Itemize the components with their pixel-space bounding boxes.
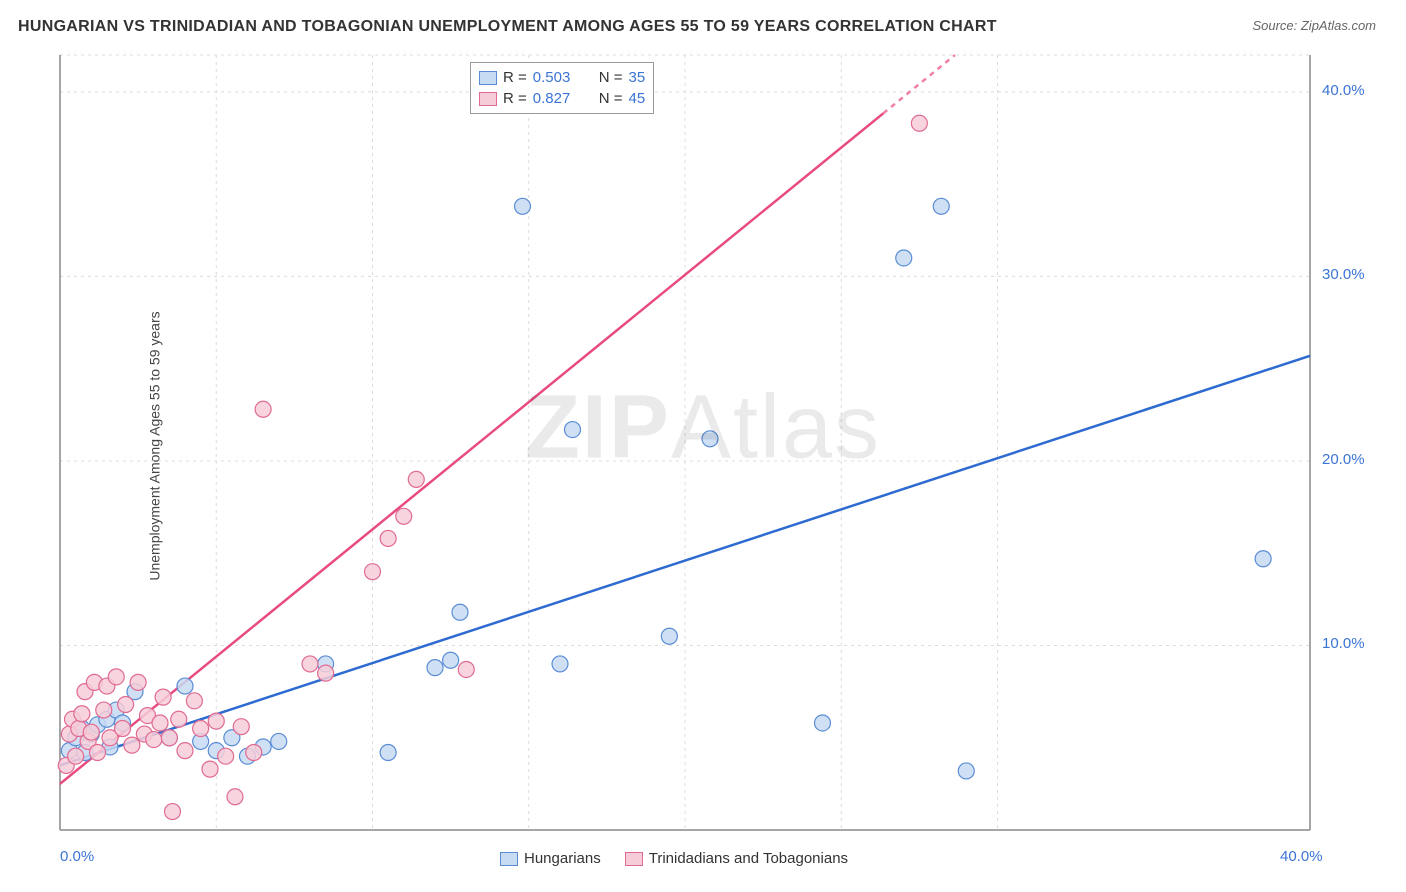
stats-legend-row: R = 0.827 N = 45 <box>479 88 645 109</box>
series-legend-label: Trinidadians and Tobagonians <box>649 850 848 867</box>
series-legend-label: Hungarians <box>524 850 601 867</box>
series-legend-item: Trinidadians and Tobagonians <box>625 850 848 867</box>
series-legend-item: Hungarians <box>500 850 601 867</box>
r-label: R = <box>503 69 527 86</box>
r-value: 0.827 <box>533 90 585 107</box>
stats-legend: R = 0.503 N = 35 R = 0.827 N = 45 <box>470 62 654 114</box>
x-tick-label: 40.0% <box>1280 848 1323 865</box>
y-tick-label: 40.0% <box>1322 82 1365 99</box>
y-tick-label: 30.0% <box>1322 266 1365 283</box>
legend-swatch <box>500 852 518 866</box>
y-tick-label: 20.0% <box>1322 451 1365 468</box>
r-value: 0.503 <box>533 69 585 86</box>
legend-swatch <box>479 92 497 106</box>
x-tick-label: 0.0% <box>60 848 94 865</box>
correlation-scatter-chart: HUNGARIAN VS TRINIDADIAN AND TOBAGONIAN … <box>0 0 1406 892</box>
r-label: R = <box>503 90 527 107</box>
n-label: N = <box>599 69 623 86</box>
legend-swatch <box>479 71 497 85</box>
y-tick-label: 10.0% <box>1322 635 1365 652</box>
series-legend: Hungarians Trinidadians and Tobagonians <box>500 850 848 867</box>
stats-legend-row: R = 0.503 N = 35 <box>479 67 645 88</box>
n-value: 35 <box>629 69 646 86</box>
n-label: N = <box>599 90 623 107</box>
legend-swatch <box>625 852 643 866</box>
plot-svg <box>0 0 1406 892</box>
n-value: 45 <box>629 90 646 107</box>
